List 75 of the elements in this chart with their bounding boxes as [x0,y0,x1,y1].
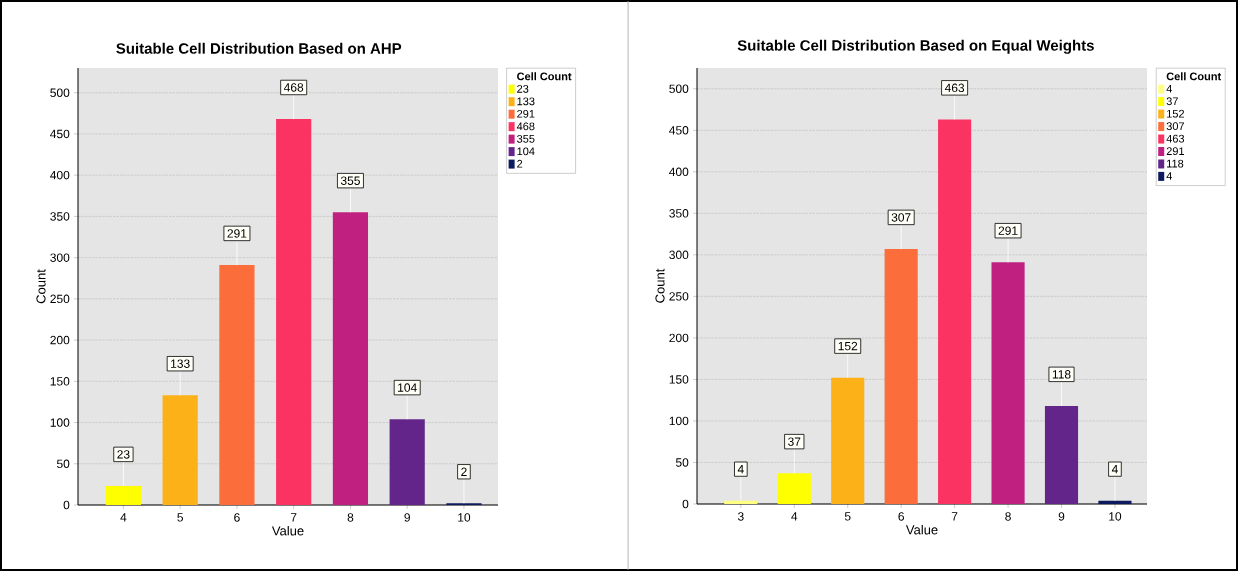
data-label: 468 [283,83,304,92]
data-label: 133 [171,359,190,368]
legend-label: 4 [1166,172,1172,180]
y-tick-label: 200 [669,333,689,343]
chart-title: Suitable Cell Distribution Based on AHP [116,42,402,54]
y-tick-label: 100 [50,418,70,427]
y-tick-label: 250 [669,292,689,301]
y-tick-label: 350 [50,212,70,221]
data-label: 4 [737,465,744,474]
legend-title: Cell Count [1166,72,1222,81]
legend-label: 37 [1166,97,1178,106]
y-tick-label: 50 [56,459,70,469]
x-axis-title: Value [905,524,938,535]
data-label: 23 [117,450,130,459]
y-tick-label: 0 [63,500,70,510]
x-tick-label: 10 [458,513,471,522]
y-tick-label: 300 [50,253,70,262]
y-tick-label: 50 [675,458,689,467]
legend-label: 152 [1167,109,1185,118]
y-tick-label: 300 [669,250,689,260]
legend-label: 291 [517,109,535,118]
y-tick-label: 400 [50,170,70,180]
data-label: 463 [944,83,965,93]
chart-title: Suitable Cell Distribution Based on Equal Weights [737,39,1094,54]
data-label: 37 [788,437,801,446]
y-tick-label: 0 [682,499,689,509]
data-label: 152 [838,341,858,351]
y-tick-label: 150 [50,377,70,386]
legend-label: 463 [1166,134,1185,143]
y-tick-label: 500 [669,84,689,93]
legend-title: Cell Count [517,72,572,81]
data-label: 104 [398,383,417,392]
y-tick-label: 500 [50,88,70,97]
y-tick-label: 150 [669,375,689,384]
y-axis-title: Count [36,269,46,304]
y-tick-label: 350 [669,209,689,218]
y-tick-label: 200 [50,335,70,345]
x-tick-label: 5 [177,513,183,522]
data-label: 2 [461,467,467,476]
y-tick-label: 250 [50,294,70,304]
x-tick-label: 10 [1109,512,1122,521]
y-axis-title: Count [655,268,665,303]
x-tick-label: 3 [737,512,744,521]
y-tick-label: 450 [669,126,689,135]
x-tick-label: 4 [120,513,127,522]
legend-label: 104 [517,147,535,156]
legend-label: 133 [517,97,535,106]
x-tick-label: 9 [404,513,410,522]
data-label: 291 [998,226,1018,235]
y-tick-label: 100 [669,416,689,426]
x-tick-label: 9 [1058,512,1065,521]
legend-label: 118 [1167,159,1184,168]
legend-label: 4 [1166,84,1172,93]
data-label: 307 [891,213,911,222]
data-label: 118 [1052,370,1071,379]
legend-label: 291 [1166,147,1185,156]
x-axis-title: Value [271,525,304,536]
x-tick-label: 8 [1005,512,1011,521]
y-tick-label: 450 [50,129,70,139]
legend-label: 355 [517,134,535,143]
x-tick-label: 6 [234,513,240,522]
data-label: 291 [227,229,247,238]
y-tick-label: 400 [669,167,689,177]
legend-label: 23 [517,84,529,93]
x-tick-label: 7 [290,513,297,522]
data-label: 355 [340,176,360,185]
legend-label: 2 [517,159,523,168]
legend-label: 468 [516,122,535,131]
x-tick-label: 7 [951,512,958,521]
x-tick-label: 6 [898,512,904,521]
x-tick-label: 5 [844,512,851,521]
x-tick-label: 8 [347,513,354,522]
x-tick-label: 4 [791,512,798,521]
data-label: 4 [1111,465,1118,474]
legend-label: 307 [1166,122,1185,131]
